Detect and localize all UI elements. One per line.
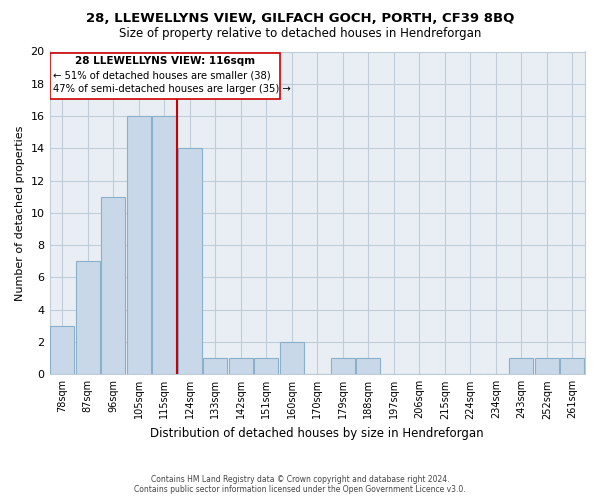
Text: Contains HM Land Registry data © Crown copyright and database right 2024.: Contains HM Land Registry data © Crown c…	[151, 475, 449, 484]
Y-axis label: Number of detached properties: Number of detached properties	[15, 125, 25, 300]
Bar	[254, 358, 278, 374]
Bar	[50, 326, 74, 374]
Text: Size of property relative to detached houses in Hendreforgan: Size of property relative to detached ho…	[119, 28, 481, 40]
Bar	[178, 148, 202, 374]
Text: 28, LLEWELLYNS VIEW, GILFACH GOCH, PORTH, CF39 8BQ: 28, LLEWELLYNS VIEW, GILFACH GOCH, PORTH…	[86, 12, 514, 26]
Bar	[76, 262, 100, 374]
X-axis label: Distribution of detached houses by size in Hendreforgan: Distribution of detached houses by size …	[151, 427, 484, 440]
Text: Contains public sector information licensed under the Open Government Licence v3: Contains public sector information licen…	[134, 485, 466, 494]
Bar	[101, 197, 125, 374]
Bar	[152, 116, 176, 374]
Bar	[509, 358, 533, 374]
Text: ← 51% of detached houses are smaller (38): ← 51% of detached houses are smaller (38…	[53, 70, 271, 80]
Text: 47% of semi-detached houses are larger (35) →: 47% of semi-detached houses are larger (…	[53, 84, 290, 94]
Bar	[229, 358, 253, 374]
FancyBboxPatch shape	[50, 53, 280, 99]
Bar	[535, 358, 559, 374]
Bar	[203, 358, 227, 374]
Bar	[331, 358, 355, 374]
Bar	[356, 358, 380, 374]
Text: 28 LLEWELLYNS VIEW: 116sqm: 28 LLEWELLYNS VIEW: 116sqm	[75, 56, 255, 66]
Bar	[127, 116, 151, 374]
Bar	[280, 342, 304, 374]
Bar	[560, 358, 584, 374]
